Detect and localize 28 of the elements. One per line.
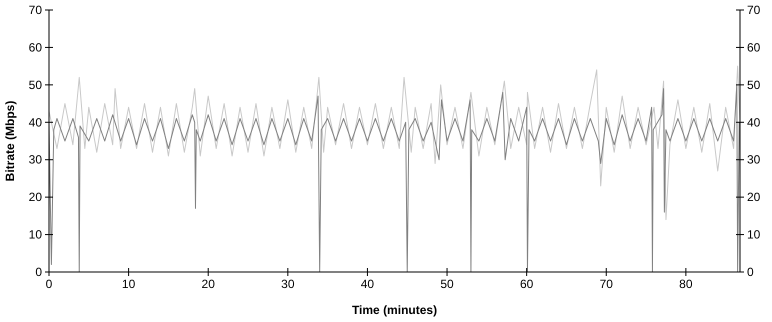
y-tick-label: 60: [28, 40, 42, 54]
x-axis-title: Time (minutes): [352, 303, 438, 317]
y2-tick-label: 60: [747, 40, 761, 54]
y2-tick-label: 70: [747, 3, 761, 17]
y2-tick-label: 10: [747, 228, 761, 242]
y-tick-label: 20: [28, 190, 42, 204]
y-tick-label: 10: [28, 228, 42, 242]
x-tick-label: 0: [46, 277, 53, 291]
y-tick-label: 40: [28, 115, 42, 130]
y-tick-label: 30: [28, 152, 42, 167]
y2-tick-label: 30: [747, 152, 761, 167]
x-tick-label: 70: [600, 277, 614, 291]
line-series: [48, 66, 740, 220]
y-tick-label: 70: [28, 3, 42, 17]
x-tick-label: 30: [281, 277, 295, 291]
x-tick-label: 50: [440, 277, 454, 291]
y2-tick-label: 20: [747, 190, 761, 204]
y2-tick-label: 0: [747, 265, 754, 279]
x-tick-label: 40: [360, 277, 374, 291]
x-tick-label: 80: [679, 277, 693, 291]
y2-tick-label: 40: [747, 115, 761, 130]
y-axis-title: Bitrate (Mbps): [3, 100, 17, 182]
x-tick-label: 20: [202, 277, 216, 291]
y2-tick-label: 50: [747, 78, 761, 92]
x-tick-label: 60: [520, 277, 534, 291]
y-tick-label: 0: [35, 265, 42, 279]
x-tick-label: 10: [122, 277, 136, 291]
y-tick-label: 50: [28, 78, 42, 92]
